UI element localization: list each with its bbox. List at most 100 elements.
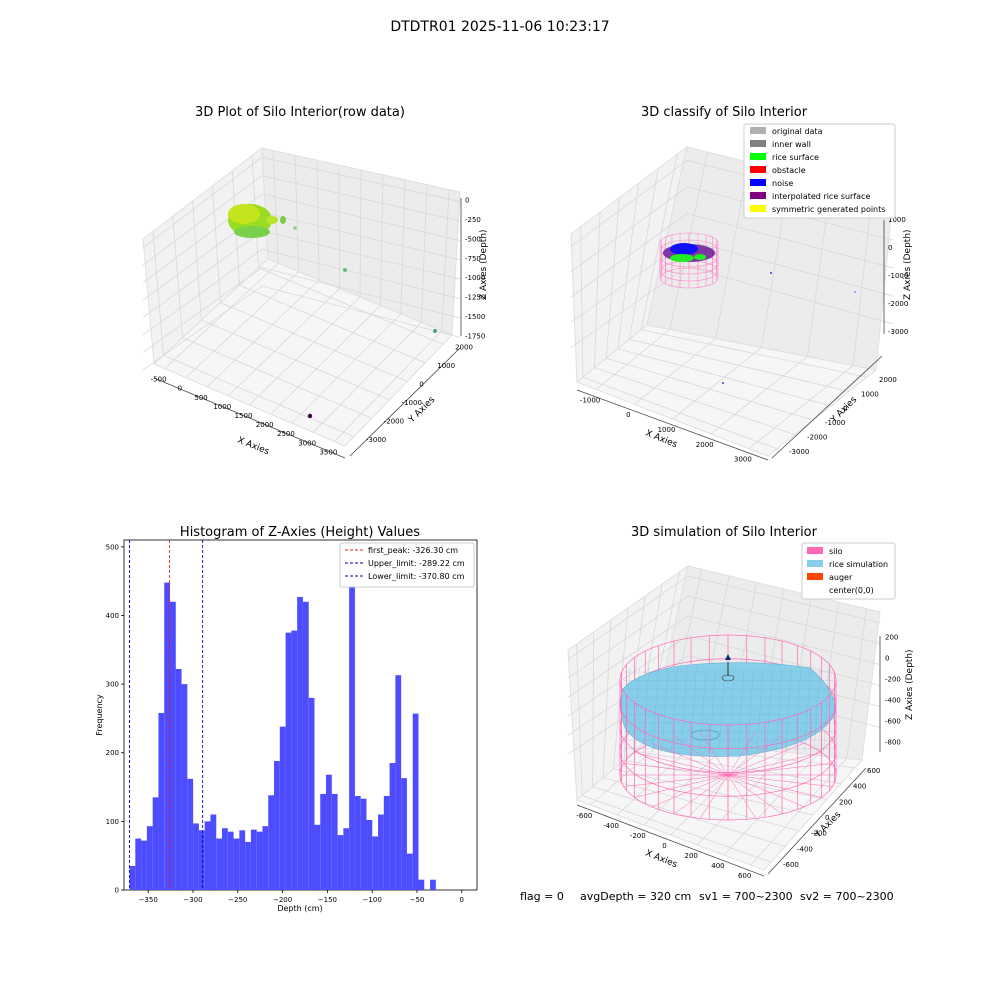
y-tick-label: -200 (811, 830, 827, 838)
grid-line (686, 239, 894, 297)
grid-line (312, 322, 422, 433)
grid-line (623, 759, 828, 800)
silo-floor-spoke (623, 763, 729, 776)
grid-line (142, 156, 263, 249)
histogram-bar (216, 838, 223, 890)
center-marker (725, 654, 731, 660)
mesh-line (652, 667, 659, 753)
x-tick-label: −100 (363, 896, 382, 904)
grid-line (567, 575, 689, 660)
panel-raw-title: 3D Plot of Silo Interior(row data) (195, 105, 405, 120)
histogram-bar (354, 795, 361, 890)
classify-legend: original data inner wall rice surface obsta… (743, 123, 896, 219)
histogram-bar (233, 838, 240, 890)
silo-floor-spoke (623, 774, 729, 787)
mesh-line (671, 667, 678, 753)
histogram-bar (164, 582, 171, 890)
grid-line (629, 168, 659, 340)
silo-wireframe-front (619, 679, 837, 821)
x-tick-label: −50 (410, 896, 425, 904)
grid-line (294, 155, 300, 272)
grid-line (201, 319, 390, 401)
classified-point-cloud (659, 232, 856, 384)
panel-raw-3d: 3D Plot of Silo Interior(row data) -5000… (142, 105, 489, 459)
grid-line (567, 635, 689, 717)
histogram-bar (343, 828, 350, 890)
z-axis-label: Z Axies (Depth) (905, 649, 915, 720)
grid-line (567, 595, 689, 679)
mesh-line (813, 667, 821, 753)
legend-swatch (807, 573, 823, 580)
histogram-bar (383, 795, 390, 890)
y-tick-label: 600 (867, 767, 880, 775)
simulation-legend: silo rice simulation auger center(0,0) (801, 542, 896, 600)
legend-label: silo (829, 547, 843, 556)
x-tick-label: -600 (576, 812, 592, 820)
x-tick-label: 500 (194, 394, 207, 402)
x-tick-label: −300 (183, 896, 202, 904)
threshold-lines (129, 540, 204, 890)
grid-line (687, 615, 881, 665)
simulation-title: 3D simulation of Silo Interior (631, 525, 818, 540)
y-tick-label: -1000 (402, 399, 422, 407)
grid-line (272, 150, 279, 264)
grid-line (258, 267, 444, 345)
histogram-bar (430, 879, 436, 890)
y-tick-label: 200 (106, 749, 119, 757)
histogram-bar (227, 831, 234, 890)
grid-line (261, 156, 461, 203)
histogram-bar (401, 778, 407, 890)
histogram-bar (146, 826, 153, 890)
y-tick-label: 1000 (861, 391, 879, 399)
x-axis-label: X Axies (236, 436, 271, 458)
silo-floor-spoke (727, 774, 822, 798)
z-tick-label: -250 (465, 216, 481, 224)
y-tick-label: -3000 (789, 448, 809, 456)
silo-floor-spoke (727, 774, 833, 787)
silo-floor-spoke (673, 774, 729, 815)
silo-floor-spoke (727, 742, 805, 776)
histogram-bar (222, 828, 228, 890)
y-tick-label: 2000 (455, 343, 473, 351)
grid-line (570, 186, 688, 273)
legend-label: inner wall (772, 140, 811, 149)
histogram-bar (181, 684, 188, 890)
noise-point (854, 291, 856, 293)
histogram-bar (412, 713, 419, 890)
legend-box (743, 123, 896, 219)
grid-line (182, 337, 372, 419)
histogram-bar (198, 830, 205, 890)
outlier-point (307, 413, 313, 419)
z-tick-label: -200 (885, 676, 901, 684)
y-tick-label: 0 (825, 814, 829, 822)
x-tick-label: 200 (685, 852, 698, 860)
mesh-line (794, 667, 802, 753)
grid-line (715, 162, 750, 339)
z-tick-label: 200 (885, 634, 898, 642)
z-tick-label: 0 (888, 244, 892, 252)
legend-label: Upper_limit: -289.22 cm (368, 559, 465, 568)
raw-point-cloud (228, 204, 437, 419)
grid-line (338, 165, 340, 289)
y-tick-label: 0 (843, 405, 847, 413)
histogram-bar (302, 601, 309, 890)
mesh-line (823, 667, 830, 753)
grid-line (142, 175, 263, 266)
mesh-line (737, 667, 745, 753)
histogram-bar (395, 675, 402, 890)
grid-line (239, 284, 426, 364)
silo-floor-spoke (727, 774, 805, 808)
x-tick-label: -200 (630, 832, 646, 840)
legend-label: auger (829, 573, 853, 582)
histogram-bar (274, 760, 280, 890)
x-tick-label: −350 (139, 896, 158, 904)
histogram-bar (279, 726, 286, 890)
histogram-bar (320, 793, 327, 890)
grid-line (629, 338, 850, 392)
point-cluster-fringe (280, 216, 286, 224)
grid-line (380, 174, 384, 306)
histogram-bar (268, 795, 275, 890)
z-tick-labels: 0 -250 -500 -750 -1000 -1250 -1500 -1750 (465, 197, 485, 341)
silo-floor-spoke (727, 763, 833, 776)
